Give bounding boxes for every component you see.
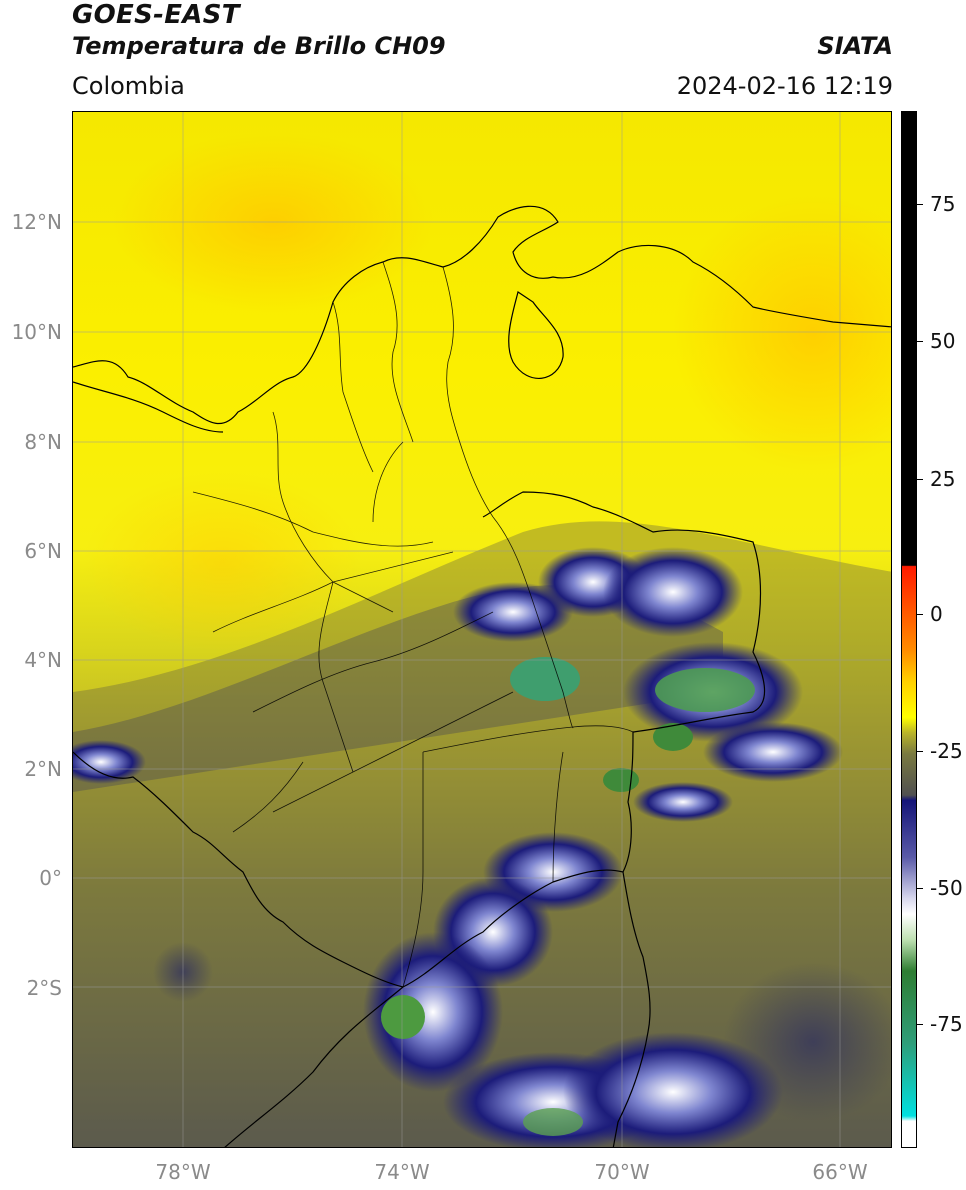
colorbar-tick (917, 479, 923, 480)
lon-label-70w: 70°W (594, 1160, 650, 1184)
colorbar-tick (917, 751, 923, 752)
lat-label-0: 0° (39, 866, 62, 890)
colorbar-tick (917, 1024, 923, 1025)
region-label: Colombia (72, 72, 185, 100)
lat-label-6n: 6°N (24, 539, 62, 563)
colorbar-label-minus75: -75 (930, 1012, 963, 1036)
lat-label-8n: 8°N (24, 430, 62, 454)
colorbar-tick (917, 341, 923, 342)
colorbar-tick (917, 204, 923, 205)
colorbar-label-0: 0 (930, 602, 943, 626)
colorbar-label-25: 25 (930, 467, 956, 491)
colorbar-label-minus50: -50 (930, 876, 963, 900)
organization-label: SIATA (817, 32, 893, 60)
colorbar (901, 111, 917, 1148)
lon-label-78w: 78°W (155, 1160, 211, 1184)
lat-label-2n: 2°N (24, 757, 62, 781)
satellite-title: GOES-EAST (72, 0, 240, 30)
lon-label-74w: 74°W (374, 1160, 430, 1184)
lat-label-2s: 2°S (26, 976, 62, 1000)
lat-label-4n: 4°N (24, 648, 62, 672)
colorbar-label-75: 75 (930, 192, 956, 216)
datetime-label: 2024-02-16 12:19 (676, 72, 893, 100)
lon-label-66w: 66°W (812, 1160, 868, 1184)
colorbar-tick (917, 614, 923, 615)
colorbar-tick (917, 888, 923, 889)
lat-label-12n: 12°N (11, 210, 62, 234)
colorbar-gradient (902, 112, 916, 1147)
colorbar-label-minus25: -25 (930, 739, 963, 763)
satellite-map[interactable] (72, 111, 892, 1148)
product-title: Temperatura de Brillo CH09 (72, 32, 446, 60)
lat-label-10n: 10°N (11, 320, 62, 344)
colorbar-label-50: 50 (930, 329, 956, 353)
brightness-temperature-image (73, 112, 891, 1147)
